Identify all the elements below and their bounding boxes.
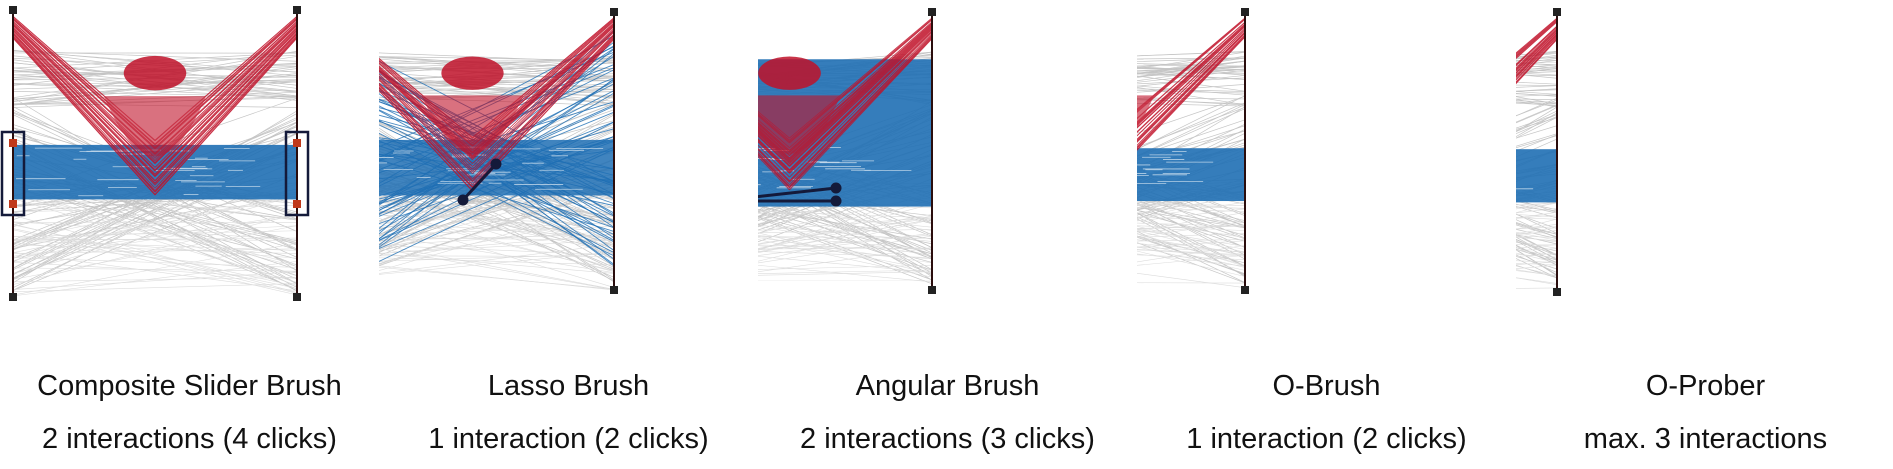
panel-o-prober: O-Prober max. 3 interactions <box>1516 0 1893 469</box>
axis-top-handle <box>610 8 618 16</box>
panel-title: O-Prober <box>1645 370 1766 402</box>
axis-bottom-handle <box>928 286 936 294</box>
axis-bottom-handle <box>1241 286 1249 294</box>
brush-point <box>490 158 502 170</box>
selected-lines <box>1137 148 1245 202</box>
axis-top-handle <box>9 6 17 14</box>
panel-lasso-brush: Lasso Brush 1 interaction (2 clicks) <box>379 0 758 469</box>
lasso-stroke <box>461 162 498 202</box>
selected-lines <box>1516 149 1557 203</box>
panel-title: Composite Slider Brush <box>37 370 342 402</box>
brush-point <box>457 194 469 206</box>
slider-brush-box <box>0 130 26 217</box>
axis-bottom-handle <box>610 286 618 294</box>
slider-handle <box>293 200 301 208</box>
slider-brush-box <box>284 130 310 217</box>
parallel-coordinates-plot <box>1137 8 1249 294</box>
parallel-coordinates-plot <box>0 6 310 301</box>
highlight-lines <box>1137 17 1246 151</box>
axis-top-handle <box>928 8 936 16</box>
highlight-lines <box>379 17 615 192</box>
brush-point <box>830 195 842 207</box>
panel-subtitle: 2 interactions (4 clicks) <box>42 423 337 455</box>
highlight-lines <box>12 15 298 196</box>
axis-top-handle <box>1553 8 1561 16</box>
brush-point <box>830 182 842 194</box>
panel-composite-slider-brush: Composite Slider Brush 2 interactions (4… <box>0 0 379 469</box>
axis-bottom-handle <box>9 293 17 301</box>
axis-bottom-handle <box>293 293 301 301</box>
highlight-lines <box>758 17 933 191</box>
axis-bottom-handle <box>1553 288 1561 296</box>
parallel-coordinates-plot <box>379 8 618 294</box>
panel-subtitle: 1 interaction (2 clicks) <box>1186 423 1467 455</box>
parallel-coordinates-plot <box>1516 8 1561 296</box>
angular-stroke <box>758 186 837 199</box>
axis-top-handle <box>293 6 301 14</box>
parallel-coordinates-plot <box>758 8 936 294</box>
panel-title: Angular Brush <box>855 370 1040 402</box>
slider-handle <box>9 200 17 208</box>
panel-angular-brush: Angular Brush 2 interactions (3 clicks) <box>758 0 1137 469</box>
axis-top-handle <box>1241 8 1249 16</box>
highlight-lines <box>1516 17 1558 85</box>
panel-subtitle: 2 interactions (3 clicks) <box>800 423 1095 455</box>
panel-subtitle: 1 interaction (2 clicks) <box>428 423 709 455</box>
panel-o-brush: O-Brush 1 interaction (2 clicks) <box>1137 0 1516 469</box>
slider-handle <box>9 139 17 147</box>
slider-handle <box>293 139 301 147</box>
panel-title: Lasso Brush <box>487 370 650 402</box>
panel-title: O-Brush <box>1272 370 1381 402</box>
panel-subtitle: max. 3 interactions <box>1583 423 1828 455</box>
